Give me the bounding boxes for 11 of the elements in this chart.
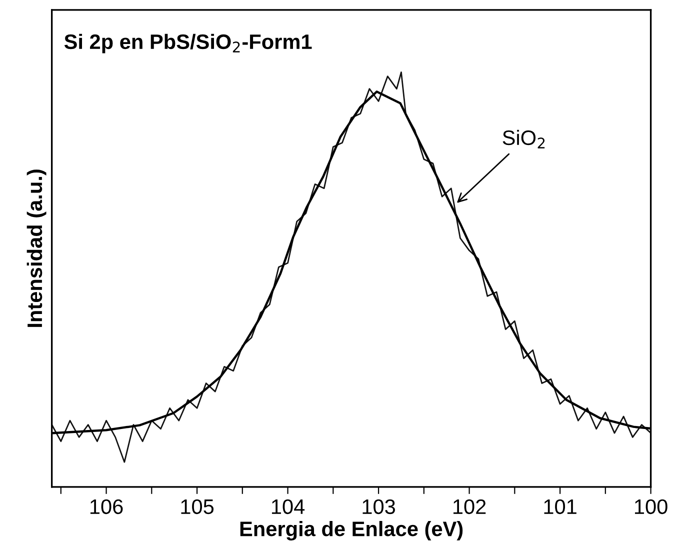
x-tick-label: 101 [544,499,576,514]
chart-title: Si 2p en PbS/SiO$_{2}$-Form1 [64,34,312,54]
x-tick-label: 105 [181,499,214,514]
x-tick-label: 102 [453,499,486,514]
annotation: SiO$_{2}$ [502,130,545,148]
x-tick-label: 104 [272,499,305,514]
x-tick-label: 103 [362,499,395,514]
x-tick-label: 106 [90,499,123,514]
y-axis-title: Intensidad (a.u.) [26,170,46,327]
x-axis-title: Energia de Enlace (eV) [240,520,463,540]
x-tick-label: 100 [635,499,668,514]
